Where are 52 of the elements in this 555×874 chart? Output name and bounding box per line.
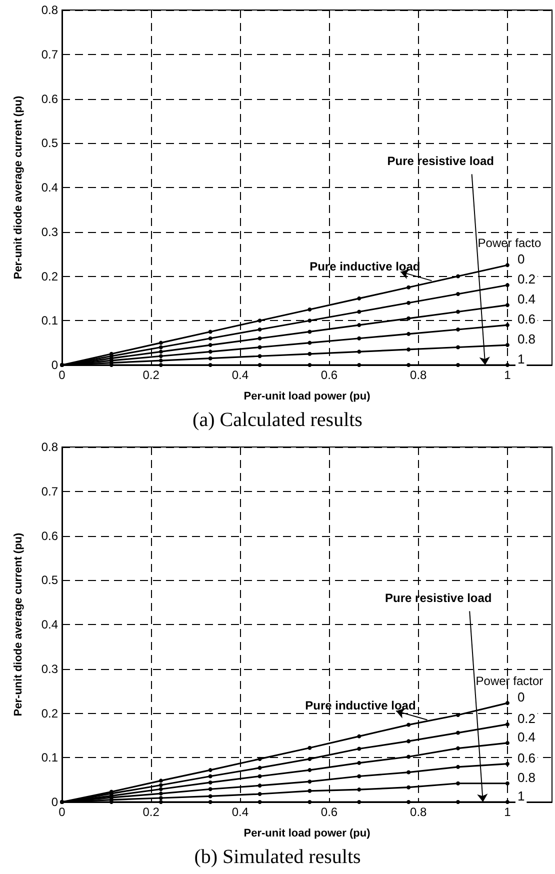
x-tick-label: 0.8 — [410, 805, 428, 819]
y-tick-label: 0.5 — [41, 136, 58, 150]
y-tick-label: 0.4 — [41, 618, 58, 632]
y-tick-label: 0.3 — [41, 662, 58, 676]
x-tick-label: 0.6 — [320, 805, 338, 819]
x-tick-label: 0.2 — [142, 368, 160, 382]
y-tick-label: 0.6 — [41, 92, 58, 106]
y-tick-label: 0.4 — [41, 180, 58, 194]
series-label: 0.2 — [517, 710, 536, 726]
series-label: 0.2 — [517, 272, 536, 287]
text: (b) Simulated results — [194, 846, 362, 868]
legend-title: Power factor — [476, 674, 544, 688]
series-label: 0.6 — [517, 750, 536, 766]
x-axis-title: Per-unit load power (pu) — [244, 390, 371, 402]
y-axis-title: Per-unit diode average current (pu) — [12, 95, 24, 280]
annotation: Pure inductive load — [310, 259, 420, 274]
x-tick-label: 1 — [504, 368, 512, 382]
y-tick-label: 0.3 — [41, 224, 58, 239]
y-tick-label: 0.2 — [41, 706, 58, 720]
series-label: 0.8 — [517, 770, 536, 785]
y-tick-label: 0 — [51, 795, 58, 809]
series-label: 1 — [517, 788, 525, 804]
annotation: Pure inductive load — [305, 698, 416, 713]
series-label: 0 — [517, 690, 525, 705]
series-label: 0.4 — [517, 292, 536, 307]
series-label: 0.6 — [517, 312, 536, 327]
x-tick-label: 0.4 — [232, 805, 249, 819]
series-label: 0 — [517, 252, 525, 267]
series-label: 0.4 — [517, 729, 536, 744]
y-axis-title: Per-unit diode average current (pu) — [12, 532, 24, 716]
legend-title: Power facto — [478, 236, 542, 250]
y-tick-label: 0.6 — [41, 528, 58, 543]
y-tick-label: 0.7 — [41, 484, 58, 498]
y-tick-label: 0.1 — [41, 314, 58, 328]
y-tick-label: 0.8 — [41, 440, 58, 454]
x-tick-label: 0.8 — [410, 368, 428, 382]
x-tick-label: 0.4 — [232, 368, 249, 382]
text: (a) Calculated results — [192, 409, 363, 431]
y-tick-label: 0.7 — [41, 47, 58, 62]
x-axis-title: Per-unit load power (pu) — [244, 828, 371, 840]
x-tick-label: 0.6 — [320, 368, 338, 382]
y-tick-label: 0.1 — [41, 750, 58, 765]
y-tick-label: 0.2 — [41, 269, 58, 284]
annotation: Pure resistive load — [387, 154, 494, 168]
y-tick-label: 0 — [51, 358, 58, 372]
x-tick-label: 1 — [504, 805, 512, 819]
annotation: Pure resistive load — [385, 590, 492, 605]
y-tick-label: 0.5 — [41, 573, 58, 588]
series-label: 1 — [517, 352, 525, 366]
y-tick-label: 0.8 — [41, 3, 58, 17]
series-label: 0.8 — [517, 332, 536, 347]
x-tick-label: 0.2 — [142, 805, 160, 819]
